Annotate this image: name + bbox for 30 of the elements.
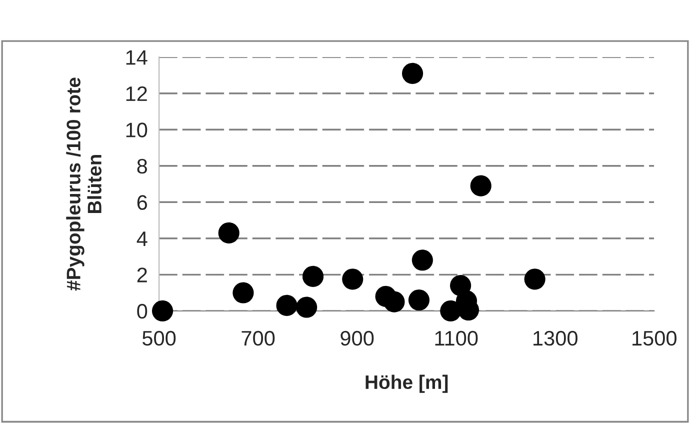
point xyxy=(470,175,492,196)
point xyxy=(218,222,240,244)
y-tick-label: 0 xyxy=(137,304,148,319)
point xyxy=(408,289,430,311)
y-tick-label: 8 xyxy=(137,158,148,174)
x-tick-label: 500 xyxy=(142,330,176,346)
point xyxy=(152,300,174,322)
x-tick-label: 900 xyxy=(340,330,374,346)
point xyxy=(276,294,298,316)
point xyxy=(296,296,318,318)
point xyxy=(524,268,546,290)
point xyxy=(440,300,462,322)
point xyxy=(232,282,254,304)
x-tick-label: 700 xyxy=(242,330,275,346)
x-axis-title: Höhe [m] xyxy=(366,374,448,393)
y-axis-title: #Pygopleurus /100 rote Blüten xyxy=(66,78,102,291)
y-tick-label: 12 xyxy=(126,86,147,101)
y-tick-label: 2 xyxy=(137,268,147,282)
x-tick-label: 1300 xyxy=(534,330,578,346)
point xyxy=(402,62,424,84)
y-tick-label: 14 xyxy=(126,50,148,65)
x-tick-label: 1100 xyxy=(435,330,478,346)
point xyxy=(302,266,324,287)
y-tick-label: 4 xyxy=(136,232,148,246)
x-tick-label: 1500 xyxy=(632,330,676,346)
y-tick-label: 6 xyxy=(137,195,148,210)
point xyxy=(342,268,364,290)
y-tick-label: 10 xyxy=(126,122,148,138)
point xyxy=(412,250,433,271)
point xyxy=(384,291,405,312)
